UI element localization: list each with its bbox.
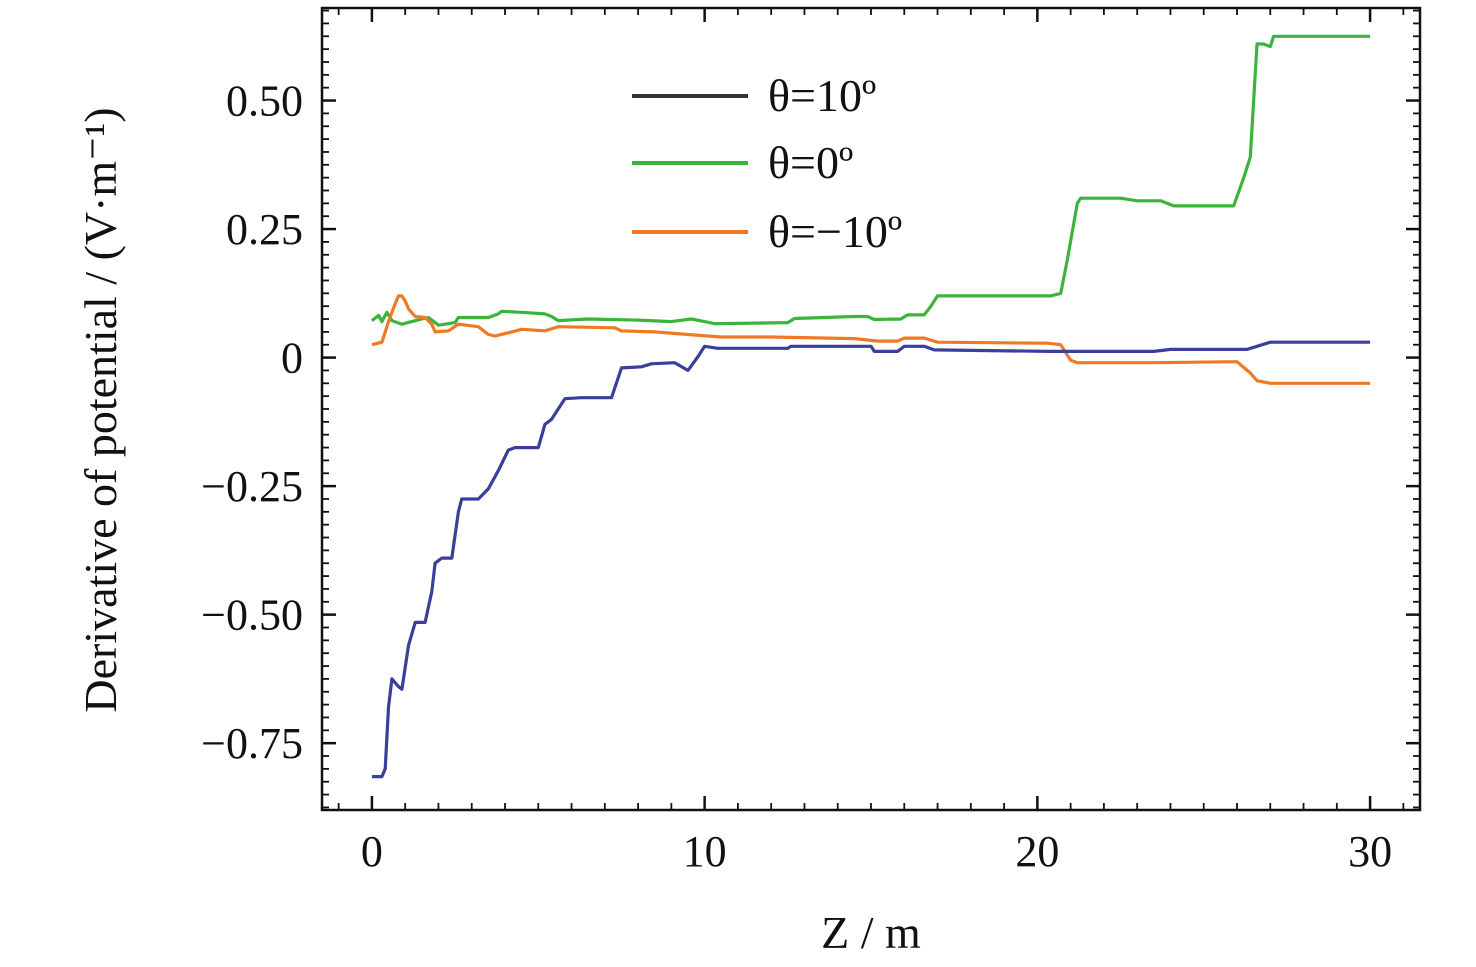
series-lines <box>370 34 1371 779</box>
x-tick-labels: 0 10 20 30 <box>361 827 1392 876</box>
legend-label: θ=−10º <box>768 206 902 257</box>
y-tick-label: 0.25 <box>226 205 303 254</box>
series-line-2 <box>371 294 1371 385</box>
y-tick-label: −0.25 <box>201 462 303 511</box>
major-ticks <box>322 8 1420 810</box>
y-tick-labels: −0.75 −0.50 −0.25 0 0.25 0.50 <box>201 77 303 769</box>
x-tick-label: 0 <box>361 827 383 876</box>
minor-ticks <box>322 8 1420 810</box>
legend-label: θ=0º <box>768 137 853 188</box>
legend-label: θ=10º <box>768 70 876 121</box>
y-tick-label: −0.75 <box>201 719 303 768</box>
x-axis-title: Z / m <box>821 907 921 958</box>
x-tick-label: 30 <box>1348 827 1392 876</box>
y-tick-label: −0.50 <box>201 591 303 640</box>
y-axis-title: Derivative of potential / (V·m⁻¹) <box>75 107 126 712</box>
plot-frame <box>320 6 1422 812</box>
x-tick-label: 20 <box>1015 827 1059 876</box>
y-tick-label: 0.50 <box>226 77 303 126</box>
series-line-0 <box>371 340 1371 779</box>
x-tick-label: 10 <box>683 827 727 876</box>
legend: θ=10º θ=0º θ=−10º <box>632 70 902 257</box>
series-line-1 <box>370 34 1371 327</box>
y-tick-label: 0 <box>281 334 303 383</box>
